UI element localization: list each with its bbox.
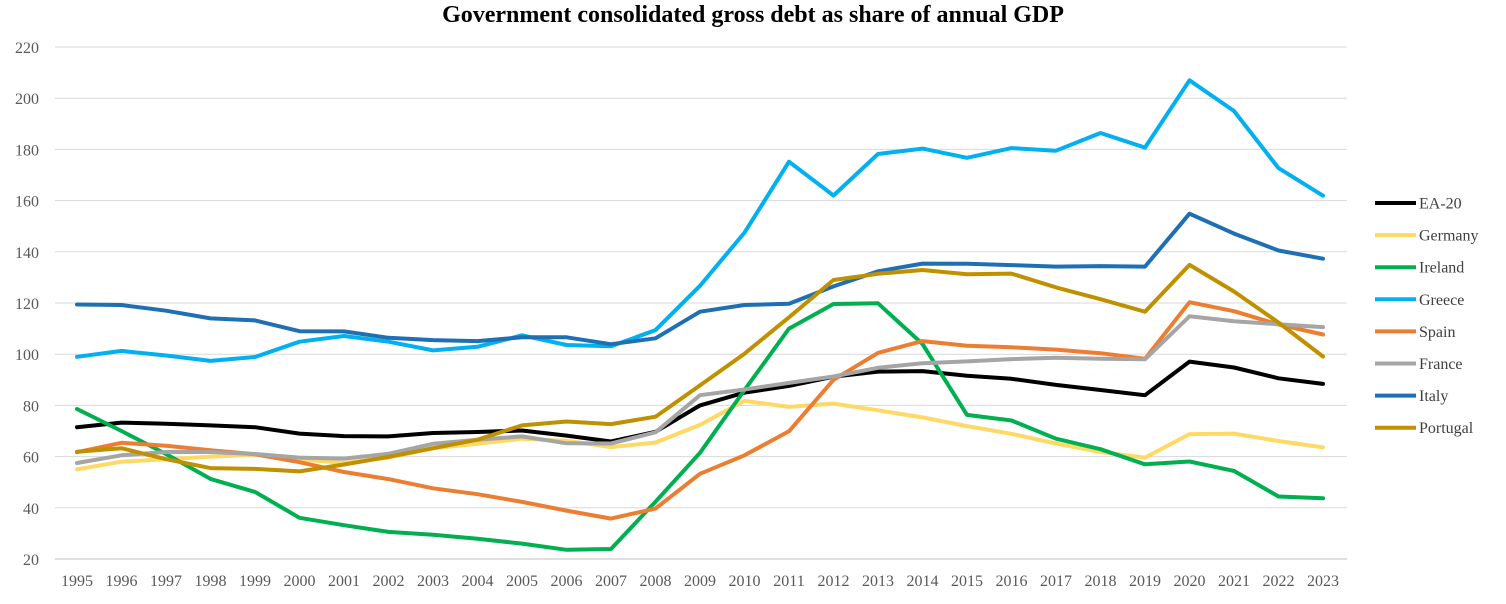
series-line-italy	[75, 211, 1325, 347]
x-tick-label: 2002	[373, 573, 405, 590]
series-line-portugal	[75, 262, 1325, 474]
y-tick-label: 220	[15, 40, 39, 57]
x-tick-label: 2013	[862, 573, 894, 590]
y-tick-label: 20	[23, 552, 39, 569]
x-tick-label: 2020	[1174, 573, 1206, 590]
y-tick-label: 180	[15, 142, 39, 159]
chart-title: Government consolidated gross debt as sh…	[442, 2, 1064, 28]
legend-label: Spain	[1419, 324, 1455, 341]
series-lines	[75, 78, 1325, 552]
series-line-ea-20	[75, 359, 1325, 444]
x-tick-label: 2016	[996, 573, 1028, 590]
x-tick-label: 2004	[462, 573, 494, 590]
x-tick-label: 1996	[106, 573, 138, 590]
x-tick-label: 2006	[551, 573, 583, 590]
x-tick-label: 2011	[773, 573, 804, 590]
x-tick-label: 2007	[595, 573, 627, 590]
x-tick-label: 2017	[1040, 573, 1072, 590]
x-tick-label: 2022	[1263, 573, 1295, 590]
x-tick-label: 2012	[818, 573, 850, 590]
x-tick-label: 2009	[684, 573, 716, 590]
x-tick-label: 2014	[907, 573, 939, 590]
x-tick-label: 2003	[417, 573, 449, 590]
series-line-germany	[75, 398, 1325, 472]
y-tick-label: 120	[15, 296, 39, 313]
y-axis-ticks: 20 40 60 80 100 120 140 160 180 200 220	[15, 40, 39, 569]
x-tick-label: 2021	[1218, 573, 1250, 590]
y-tick-label: 100	[15, 347, 39, 364]
series-line-france	[75, 314, 1325, 465]
x-tick-label: 1998	[195, 573, 227, 590]
x-tick-label: 1995	[61, 573, 93, 590]
legend-label: EA-20	[1419, 196, 1462, 213]
y-tick-label: 60	[23, 450, 39, 467]
legend-label: France	[1419, 356, 1463, 373]
x-tick-label: 2023	[1307, 573, 1339, 590]
y-tick-label: 200	[15, 91, 39, 108]
series-line-spain	[75, 300, 1325, 521]
y-tick-label: 80	[23, 398, 39, 415]
x-tick-label: 2010	[729, 573, 761, 590]
x-tick-label: 2019	[1129, 573, 1161, 590]
legend-label: Greece	[1419, 292, 1464, 309]
y-tick-label: 140	[15, 245, 39, 262]
x-tick-label: 2008	[640, 573, 672, 590]
legend-label: Ireland	[1419, 260, 1464, 277]
series-line-greece	[75, 78, 1325, 363]
legend: EA-20 Germany Ireland Greece Spain France Ital…	[1375, 196, 1479, 437]
legend-label: Italy	[1419, 388, 1448, 405]
series-line-ireland	[75, 301, 1325, 552]
legend-label: Portugal	[1419, 420, 1474, 437]
y-tick-label: 160	[15, 194, 39, 211]
x-tick-label: 2000	[284, 573, 316, 590]
x-tick-label: 1999	[239, 573, 271, 590]
x-tick-label: 1997	[150, 573, 182, 590]
x-tick-label: 2018	[1085, 573, 1117, 590]
y-tick-label: 40	[23, 501, 39, 518]
x-axis-ticks: 1995 1996 1997 1998 1999 2000 2001 2002 2003 2004…	[61, 573, 1339, 590]
x-tick-label: 2005	[506, 573, 538, 590]
x-tick-label: 2015	[951, 573, 983, 590]
legend-label: Germany	[1419, 228, 1479, 245]
x-tick-label: 2001	[328, 573, 360, 590]
